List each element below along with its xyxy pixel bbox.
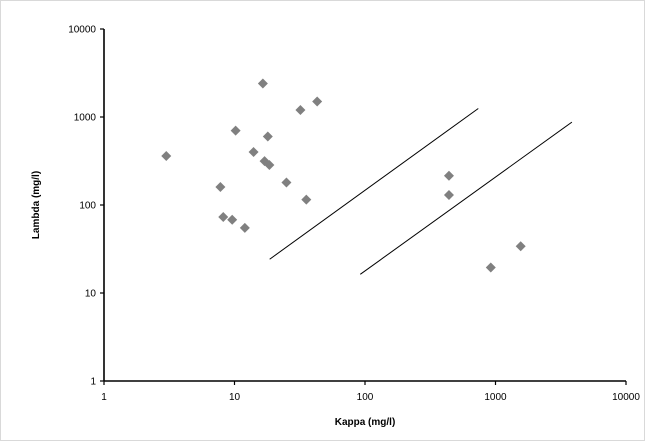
x-tick-label: 10000: [612, 392, 640, 403]
y-tick-label: 100: [79, 201, 96, 212]
y-tick-label: 1: [90, 377, 96, 388]
data-point: [161, 151, 172, 162]
data-point: [281, 177, 292, 188]
y-tick-label: 10: [85, 289, 97, 300]
x-tick-label: 10: [229, 392, 241, 403]
data-point: [218, 212, 229, 223]
x-axis-title: Kappa (mg/l): [335, 417, 396, 428]
y-tick-label: 1000: [74, 113, 97, 124]
axes: 1 10 100 1000 10000 1 10 100 1000 10000: [68, 25, 640, 404]
data-point: [239, 222, 250, 233]
data-point: [295, 105, 306, 116]
data-point: [485, 262, 496, 273]
data-point: [215, 182, 226, 193]
x-tick-label: 1000: [484, 392, 507, 403]
x-tick-label: 1: [101, 392, 107, 403]
data-point: [301, 194, 312, 205]
y-axis-title: Lambda (mg/l): [31, 171, 42, 239]
axis-labels: Kappa (mg/l) Lambda (mg/l): [31, 171, 395, 428]
data-point: [257, 78, 268, 89]
data-point: [443, 170, 454, 181]
data-point: [264, 159, 275, 170]
data-points: [161, 78, 526, 273]
data-point: [515, 241, 526, 252]
data-point: [443, 189, 454, 200]
data-point: [230, 125, 241, 136]
reference-line: [359, 121, 573, 275]
data-point: [248, 147, 259, 158]
y-tick-label: 10000: [68, 25, 96, 36]
x-tick-label: 100: [357, 392, 374, 403]
data-point: [227, 214, 238, 225]
data-point: [262, 131, 273, 142]
reference-line: [269, 108, 479, 260]
reference-lines: [269, 108, 573, 275]
data-point: [312, 96, 323, 107]
